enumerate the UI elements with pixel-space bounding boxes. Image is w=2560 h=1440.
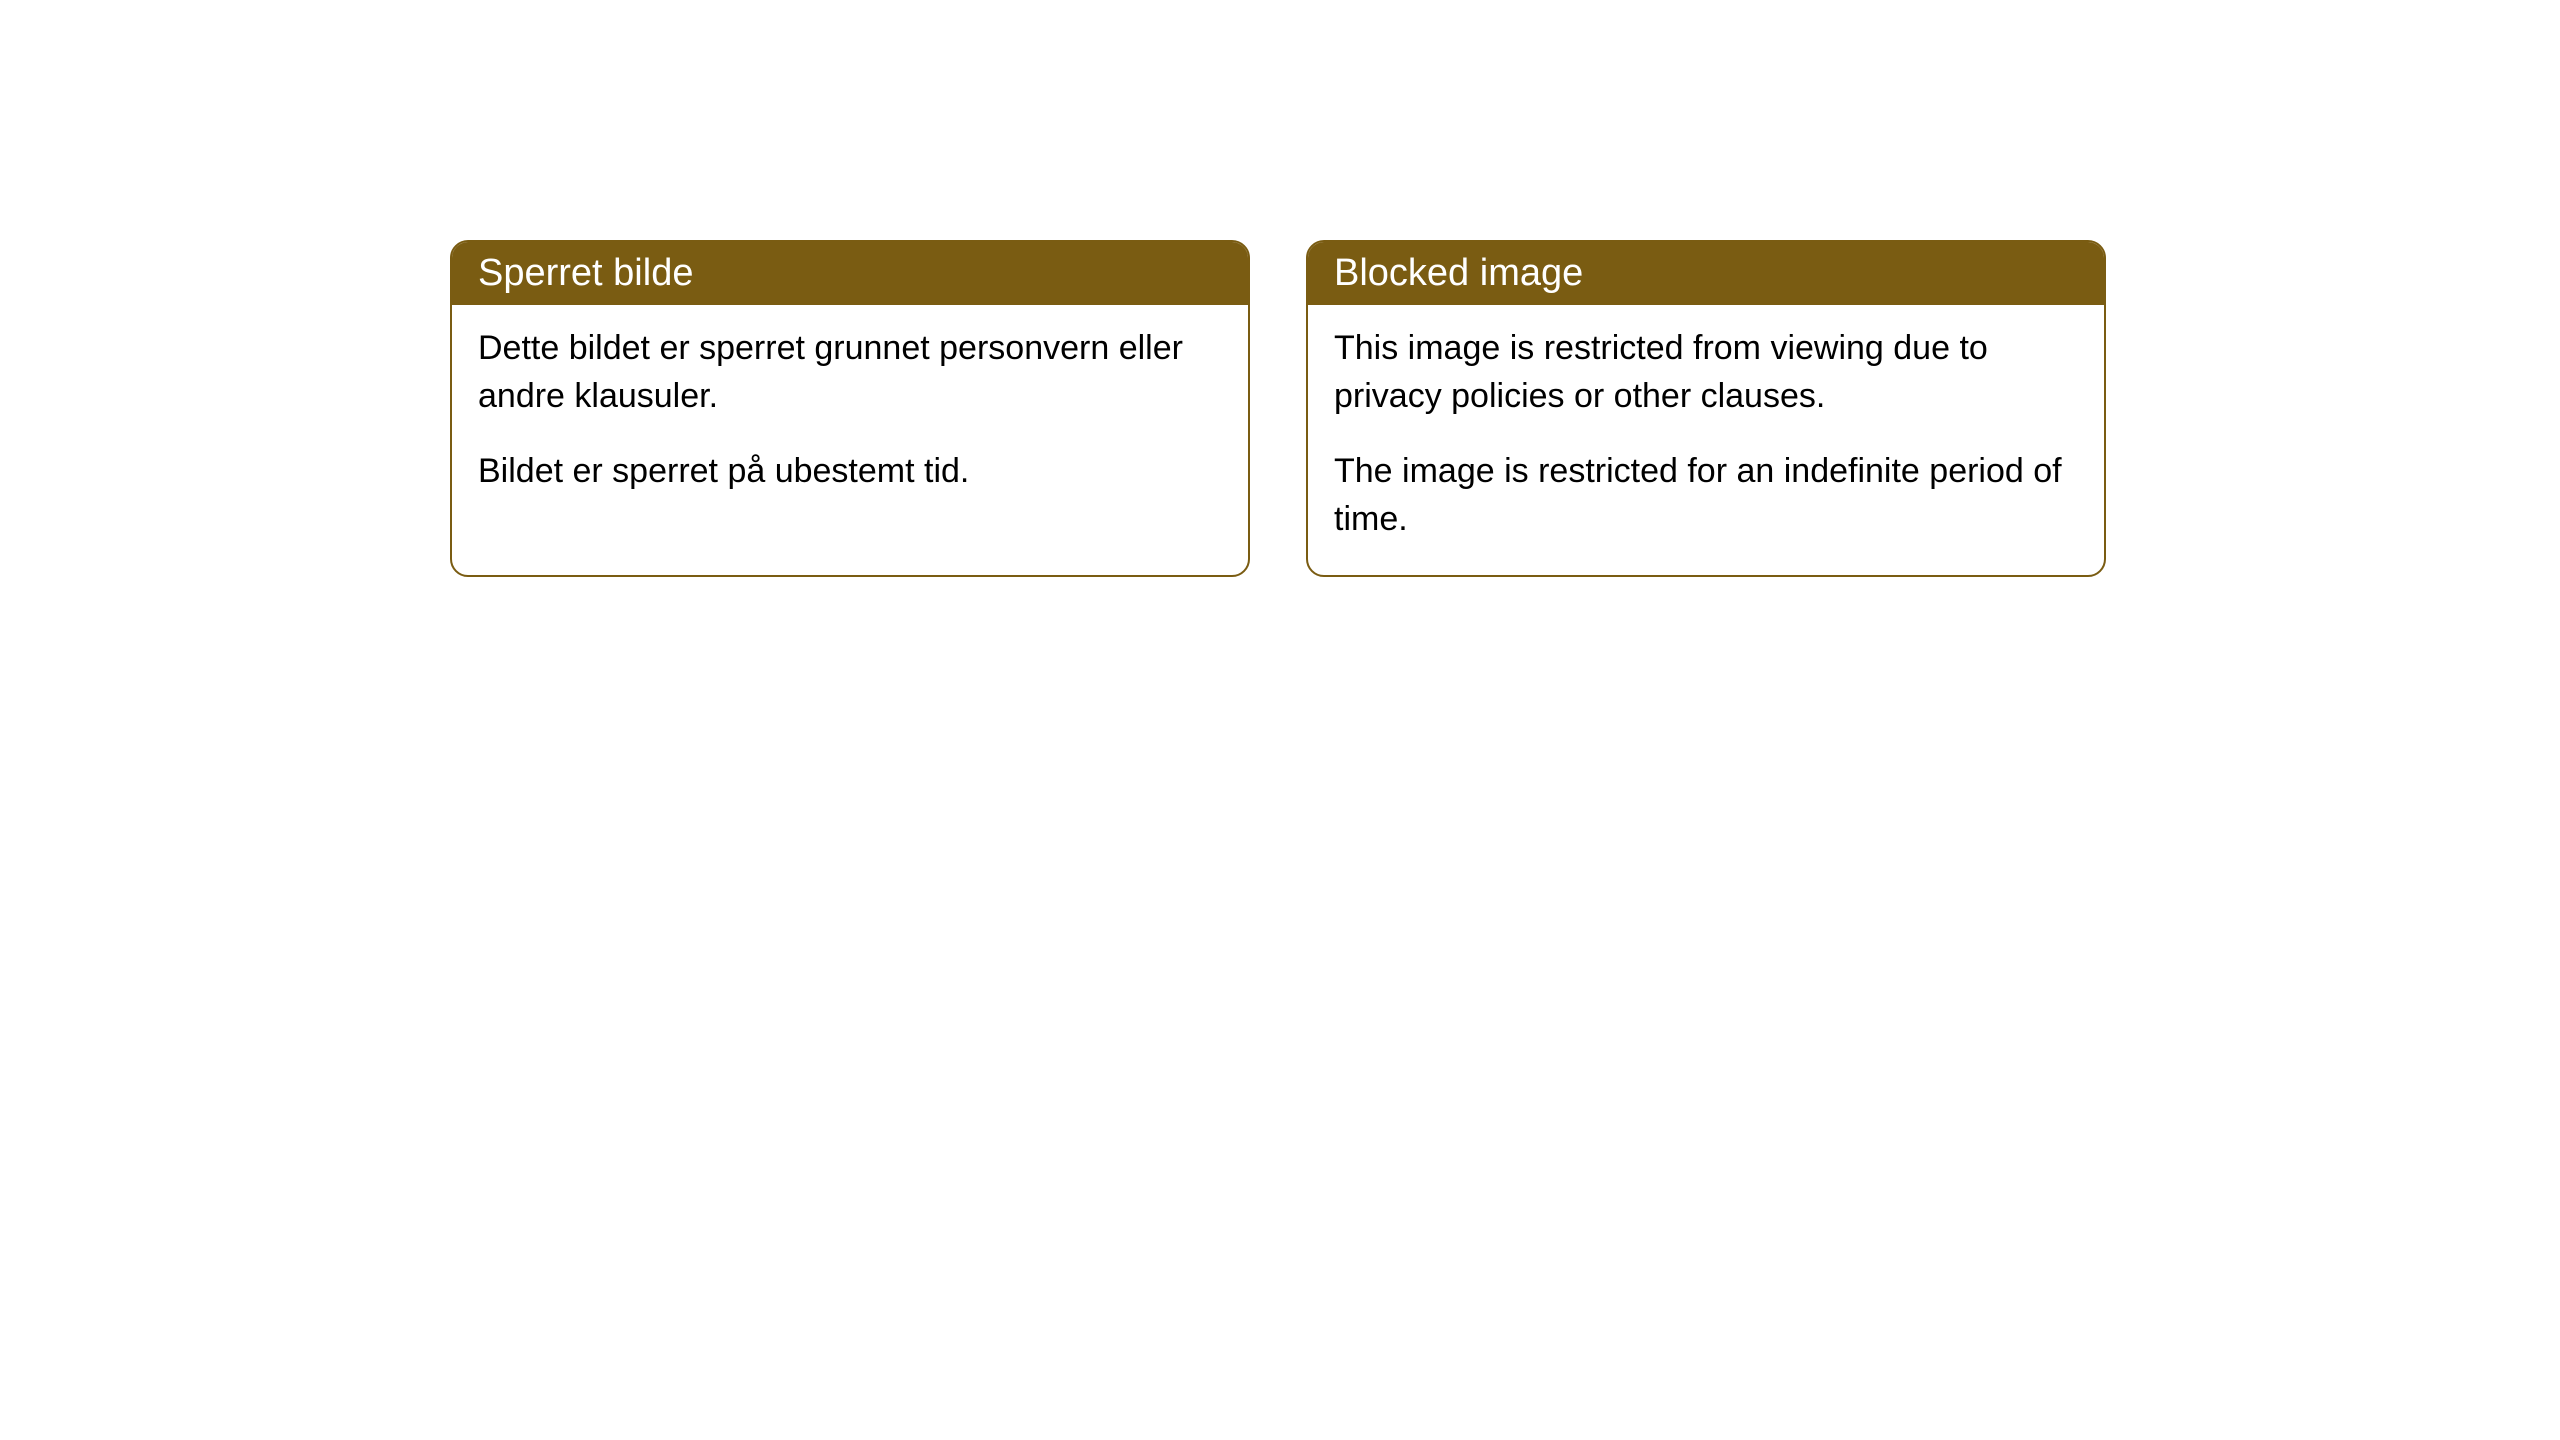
notice-title: Blocked image <box>1334 252 1583 294</box>
notice-title: Sperret bilde <box>478 252 693 294</box>
notice-cards-container: Sperret bilde Dette bildet er sperret gr… <box>450 240 2106 577</box>
notice-card-english: Blocked image This image is restricted f… <box>1306 240 2106 577</box>
notice-paragraph: The image is restricted for an indefinit… <box>1334 448 2078 543</box>
notice-header-english: Blocked image <box>1308 242 2104 305</box>
notice-card-norwegian: Sperret bilde Dette bildet er sperret gr… <box>450 240 1250 577</box>
notice-body-norwegian: Dette bildet er sperret grunnet personve… <box>452 305 1248 528</box>
notice-paragraph: Bildet er sperret på ubestemt tid. <box>478 448 1222 496</box>
notice-paragraph: This image is restricted from viewing du… <box>1334 325 2078 420</box>
notice-paragraph: Dette bildet er sperret grunnet personve… <box>478 325 1222 420</box>
notice-header-norwegian: Sperret bilde <box>452 242 1248 305</box>
notice-body-english: This image is restricted from viewing du… <box>1308 305 2104 575</box>
